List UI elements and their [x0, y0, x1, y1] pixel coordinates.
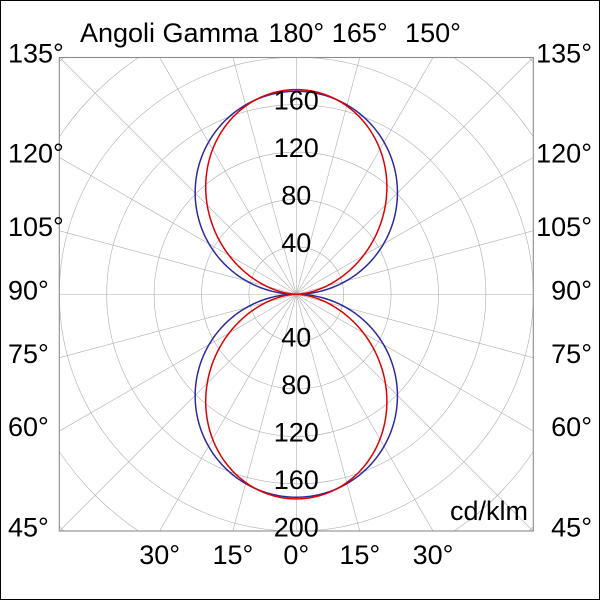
svg-text:105°: 105°: [8, 212, 64, 242]
svg-text:180°: 180°: [268, 18, 324, 48]
svg-text:45°: 45°: [551, 512, 592, 542]
svg-text:60°: 60°: [551, 412, 592, 442]
svg-text:135°: 135°: [8, 38, 64, 68]
svg-text:15°: 15°: [212, 540, 253, 570]
svg-text:120: 120: [274, 417, 319, 447]
svg-text:45°: 45°: [8, 512, 49, 542]
svg-text:40: 40: [281, 228, 311, 258]
svg-text:120°: 120°: [8, 138, 64, 168]
svg-text:15°: 15°: [339, 540, 380, 570]
svg-text:30°: 30°: [139, 540, 180, 570]
svg-text:75°: 75°: [8, 339, 49, 369]
svg-text:160: 160: [274, 465, 319, 495]
svg-text:75°: 75°: [551, 339, 592, 369]
svg-text:80: 80: [281, 370, 311, 400]
svg-text:40: 40: [281, 323, 311, 353]
svg-text:Angoli Gamma: Angoli Gamma: [80, 18, 260, 48]
svg-text:30°: 30°: [413, 540, 454, 570]
svg-text:60°: 60°: [8, 412, 49, 442]
svg-text:150°: 150°: [405, 18, 461, 48]
svg-text:80: 80: [281, 180, 311, 210]
svg-text:165°: 165°: [332, 18, 388, 48]
svg-text:120°: 120°: [536, 138, 592, 168]
svg-text:135°: 135°: [536, 38, 592, 68]
svg-text:200: 200: [274, 512, 319, 542]
svg-text:105°: 105°: [536, 212, 592, 242]
svg-text:90°: 90°: [551, 275, 592, 305]
svg-text:0°: 0°: [283, 540, 309, 570]
svg-text:cd/klm: cd/klm: [450, 496, 528, 526]
svg-text:160: 160: [274, 86, 319, 116]
svg-text:90°: 90°: [8, 275, 49, 305]
svg-text:120: 120: [274, 133, 319, 163]
